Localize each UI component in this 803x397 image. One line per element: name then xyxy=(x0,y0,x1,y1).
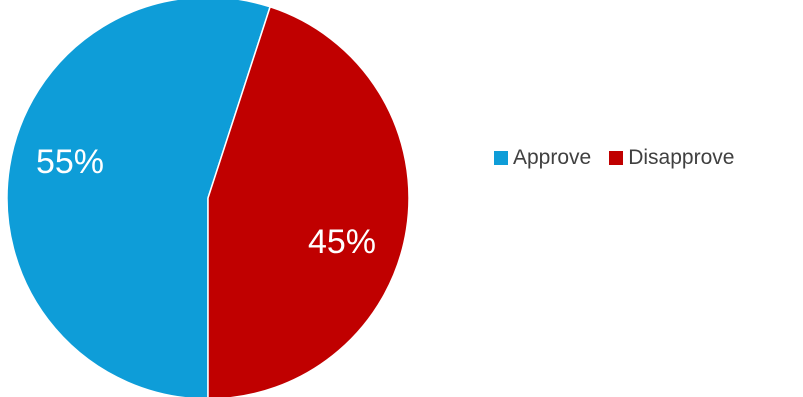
legend-swatch-approve xyxy=(494,151,508,165)
pie-slice-approve xyxy=(6,0,272,397)
legend: Approve Disapprove xyxy=(494,146,734,170)
legend-swatch-disapprove xyxy=(609,151,624,165)
legend-label-approve: Approve xyxy=(513,146,592,169)
pie-slices xyxy=(6,0,410,397)
pie-label-approve: 55% xyxy=(36,143,104,181)
legend-item-approve: Approve xyxy=(494,146,591,170)
legend-item-disapprove: Disapprove xyxy=(609,146,734,170)
legend-label-disapprove: Disapprove xyxy=(628,146,735,169)
pie-labels: 55% 45% xyxy=(36,143,376,261)
pie-label-disapprove: 45% xyxy=(308,223,376,261)
pie-slice-disapprove xyxy=(207,5,410,397)
